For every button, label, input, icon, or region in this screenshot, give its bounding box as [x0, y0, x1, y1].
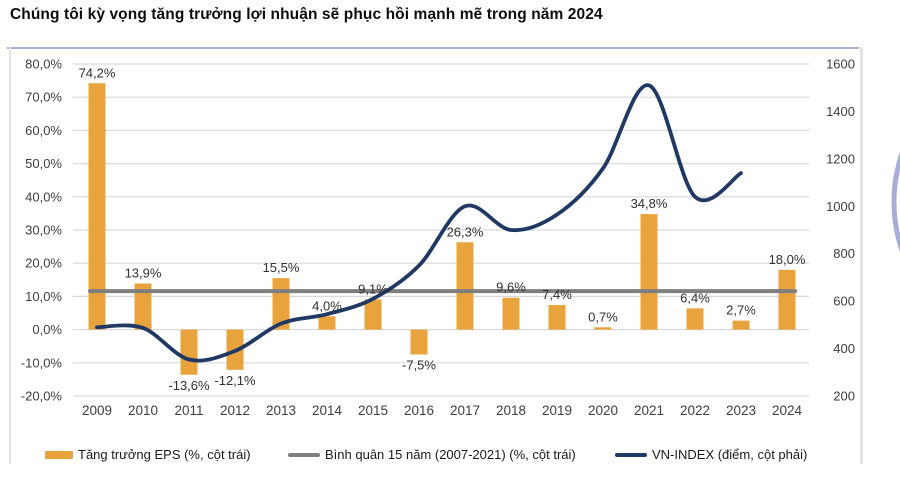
- year-label: 2024: [772, 403, 803, 418]
- left-axis-tick-label: 20,0%: [25, 256, 62, 271]
- eps-bar: [732, 320, 750, 330]
- eps-bar-label: 4,0%: [312, 298, 342, 313]
- eps-bar-label: 9,1%: [358, 281, 388, 296]
- legend-item-eps: Tăng trưởng EPS (%, cột trái): [45, 447, 251, 462]
- eps-bar-label: 74,2%: [79, 65, 116, 80]
- chart-right-border: [860, 47, 863, 464]
- eps-bar-label: -12,1%: [214, 373, 256, 388]
- eps-bar-swatch: [45, 450, 73, 459]
- eps-bar: [686, 308, 704, 330]
- year-label: 2023: [726, 403, 756, 418]
- eps-bar: [640, 214, 658, 330]
- eps-bar-label: 26,3%: [447, 224, 484, 239]
- right-axis-tick-label: 600: [833, 294, 855, 309]
- right-axis-tick-label: 800: [833, 246, 855, 261]
- year-label: 2018: [496, 403, 526, 418]
- year-label: 2011: [174, 403, 203, 418]
- year-label: 2021: [634, 403, 664, 418]
- year-label: 2019: [542, 403, 572, 418]
- left-axis-tick-label: 0,0%: [32, 322, 62, 337]
- eps-bar: [134, 283, 152, 330]
- legend-label-average: Bình quân 15 năm (2007-2021) (%, cột trá…: [325, 447, 576, 462]
- eps-bar-label: 18,0%: [769, 252, 806, 267]
- eps-bar-label: 9,6%: [496, 280, 526, 295]
- right-axis-tick-label: 400: [833, 341, 855, 356]
- left-axis-tick-label: -20,0%: [21, 389, 63, 404]
- year-label: 2022: [680, 403, 710, 418]
- year-label: 2014: [312, 403, 343, 418]
- eps-bar: [318, 316, 336, 330]
- right-axis-tick-label: 1400: [826, 104, 855, 119]
- year-label: 2017: [450, 403, 480, 418]
- left-axis-tick-label: 50,0%: [25, 156, 62, 171]
- chart-legend: Tăng trưởng EPS (%, cột trái) Bình quân …: [0, 447, 860, 469]
- year-label: 2010: [128, 403, 158, 418]
- eps-bar: [364, 299, 382, 330]
- eps-bar: [778, 269, 796, 330]
- right-axis-tick-label: 200: [833, 389, 855, 404]
- legend-label-eps: Tăng trưởng EPS (%, cột trái): [78, 447, 251, 462]
- right-axis-tick-label: 1000: [826, 199, 855, 214]
- left-axis-tick-label: 40,0%: [25, 189, 62, 204]
- vnindex-line-swatch: [615, 452, 647, 457]
- eps-bar-label: -13,6%: [168, 378, 210, 393]
- left-axis-tick-label: 10,0%: [25, 289, 62, 304]
- year-label: 2015: [358, 403, 388, 418]
- eps-bar: [180, 329, 198, 375]
- eps-bar-label: 0,7%: [588, 309, 618, 324]
- vnindex-line: [95, 83, 743, 363]
- eps-bar: [502, 297, 520, 330]
- left-axis-tick-label: 80,0%: [25, 57, 62, 72]
- year-label: 2020: [588, 403, 618, 418]
- eps-bar-label: -7,5%: [402, 358, 436, 373]
- year-label: 2009: [82, 403, 112, 418]
- eps-bar: [88, 83, 106, 330]
- eps-bar: [410, 329, 428, 355]
- average-line-swatch: [288, 452, 320, 457]
- eps-bar: [456, 242, 474, 330]
- eps-bar: [548, 305, 566, 330]
- eps-bar-label: 34,8%: [631, 196, 668, 211]
- eps-bar-label: 7,4%: [542, 287, 572, 302]
- legend-item-average: Bình quân 15 năm (2007-2021) (%, cột trá…: [288, 447, 576, 462]
- legend-label-vnindex: VN-INDEX (điểm, cột phải): [652, 447, 808, 462]
- eps-bar-label: 2,7%: [726, 303, 756, 318]
- eps-bar: [594, 327, 612, 330]
- year-label: 2016: [404, 403, 434, 418]
- decorative-circle-arc: [891, 151, 900, 253]
- left-axis-tick-label: 70,0%: [25, 90, 62, 105]
- chart-left-border: [9, 47, 11, 464]
- page-title: Chúng tôi kỳ vọng tăng trưởng lợi nhuận …: [10, 6, 603, 23]
- right-axis-tick-label: 1600: [826, 57, 855, 72]
- eps-bar-label: 6,4%: [680, 290, 710, 305]
- eps-bar-label: 15,5%: [263, 260, 300, 275]
- eps-bar-label: 13,9%: [125, 265, 162, 280]
- left-axis-tick-label: -10,0%: [21, 355, 63, 370]
- left-axis-tick-label: 60,0%: [25, 123, 62, 138]
- left-axis-tick-label: 30,0%: [25, 223, 62, 238]
- chart-top-border: [7, 47, 859, 49]
- year-label: 2012: [220, 403, 250, 418]
- year-label: 2013: [266, 403, 296, 418]
- legend-item-vnindex: VN-INDEX (điểm, cột phải): [615, 447, 807, 462]
- right-axis-tick-label: 1200: [826, 151, 855, 166]
